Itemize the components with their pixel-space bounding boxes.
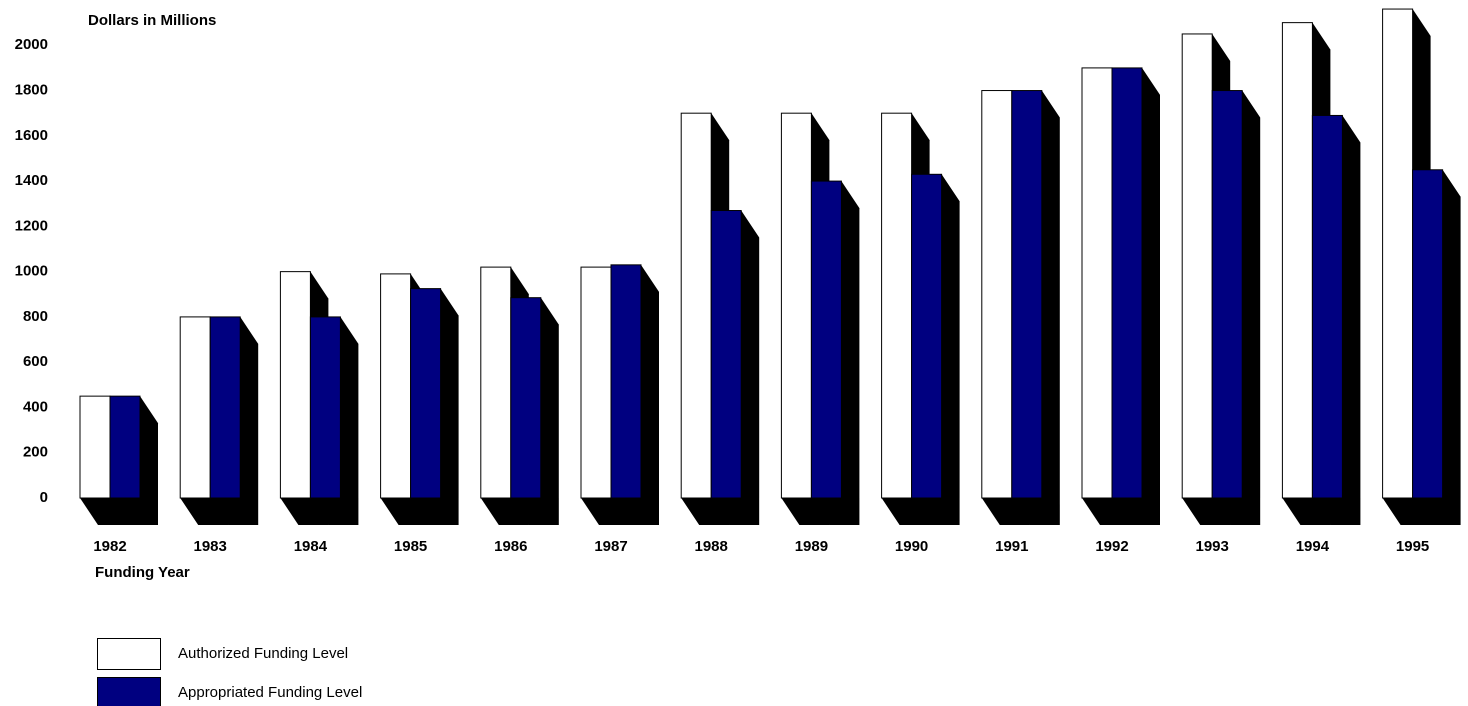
bar xyxy=(610,264,642,499)
bar xyxy=(780,112,812,499)
bar xyxy=(1081,67,1113,499)
x-tick-label: 1986 xyxy=(494,538,527,555)
x-tick-label: 1991 xyxy=(995,538,1028,555)
y-tick-label: 1400 xyxy=(15,172,48,189)
bar xyxy=(380,273,412,499)
bar xyxy=(1311,114,1343,499)
bar xyxy=(480,266,512,499)
x-tick-label: 1982 xyxy=(93,538,126,555)
x-tick-label: 1988 xyxy=(695,538,728,555)
bar xyxy=(309,316,341,499)
bar xyxy=(710,210,742,499)
bar xyxy=(981,90,1013,499)
x-tick-label: 1993 xyxy=(1196,538,1229,555)
x-tick-label: 1992 xyxy=(1095,538,1128,555)
bar xyxy=(1211,90,1243,499)
x-tick-label: 1983 xyxy=(194,538,227,555)
bar xyxy=(79,395,111,499)
bar xyxy=(881,112,913,499)
legend-key xyxy=(97,677,161,706)
bar xyxy=(1111,67,1143,499)
y-tick-label: 2000 xyxy=(15,36,48,53)
y-tick-label: 1200 xyxy=(15,217,48,234)
y-tick-label: 0 xyxy=(40,489,48,506)
bar xyxy=(1181,33,1213,499)
bar xyxy=(109,395,141,499)
y-tick-label: 800 xyxy=(23,308,48,325)
x-tick-label: 1987 xyxy=(594,538,627,555)
x-tick-label: 1984 xyxy=(294,538,328,555)
bar xyxy=(510,297,542,499)
y-axis-label: Dollars in Millions xyxy=(88,12,216,29)
x-tick-label: 1990 xyxy=(895,538,928,555)
x-axis-label: Funding Year xyxy=(95,564,190,581)
legend-label: Authorized Funding Level xyxy=(178,645,348,662)
x-tick-label: 1994 xyxy=(1296,538,1330,555)
x-tick-label: 1989 xyxy=(795,538,828,555)
bar xyxy=(810,180,842,499)
bar xyxy=(580,266,612,499)
y-tick-label: 1000 xyxy=(15,263,48,280)
bar xyxy=(279,271,311,499)
legend-label: Appropriated Funding Level xyxy=(178,684,362,701)
y-tick-label: 200 xyxy=(23,444,48,461)
bar xyxy=(209,316,241,499)
x-tick-label: 1985 xyxy=(394,538,427,555)
bar xyxy=(1412,169,1444,499)
bar xyxy=(1382,8,1414,499)
y-tick-label: 400 xyxy=(23,398,48,415)
y-tick-label: 1600 xyxy=(15,127,48,144)
x-tick-label: 1995 xyxy=(1396,538,1429,555)
legend-key xyxy=(97,638,161,670)
bar xyxy=(1011,90,1043,499)
bar xyxy=(680,112,712,499)
bar xyxy=(410,288,442,499)
y-tick-label: 600 xyxy=(23,353,48,370)
bar xyxy=(1281,22,1313,499)
y-tick-label: 1800 xyxy=(15,82,48,99)
bar xyxy=(911,173,943,499)
bar xyxy=(179,316,211,499)
